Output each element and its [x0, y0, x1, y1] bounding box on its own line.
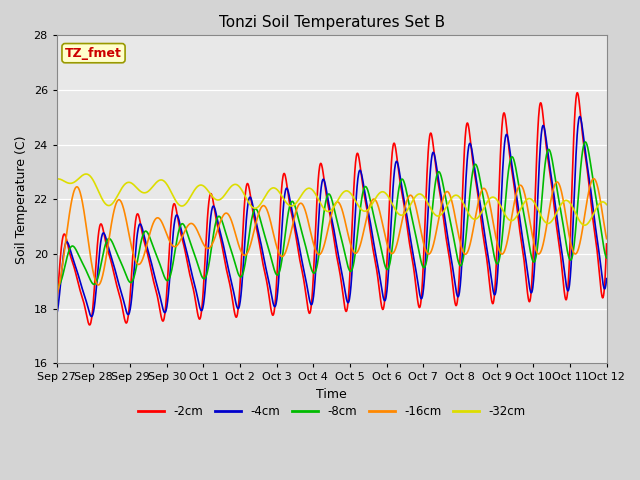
- -8cm: [489, 248, 497, 253]
- -8cm: [417, 259, 425, 265]
- -2cm: [86, 322, 93, 328]
- Text: TZ_fmet: TZ_fmet: [65, 47, 122, 60]
- -8cm: [163, 277, 170, 283]
- Line: -16cm: -16cm: [57, 179, 607, 295]
- -16cm: [417, 228, 425, 234]
- Line: -8cm: -8cm: [57, 142, 607, 286]
- -4cm: [175, 219, 183, 225]
- -4cm: [53, 312, 61, 317]
- -2cm: [573, 90, 581, 96]
- -8cm: [237, 274, 245, 280]
- -32cm: [175, 202, 183, 208]
- -8cm: [53, 283, 61, 289]
- -8cm: [175, 226, 183, 231]
- -2cm: [237, 265, 245, 271]
- -8cm: [581, 139, 589, 145]
- -4cm: [576, 114, 584, 120]
- -2cm: [53, 301, 61, 307]
- -2cm: [175, 225, 183, 230]
- Line: -4cm: -4cm: [57, 117, 607, 316]
- -32cm: [538, 214, 545, 220]
- -32cm: [237, 186, 245, 192]
- -4cm: [237, 292, 245, 298]
- -16cm: [237, 247, 244, 253]
- -2cm: [489, 300, 497, 306]
- -2cm: [163, 299, 170, 304]
- -16cm: [175, 240, 183, 246]
- -32cm: [53, 176, 61, 182]
- -32cm: [163, 180, 170, 186]
- -32cm: [489, 194, 497, 200]
- -4cm: [603, 276, 611, 281]
- -32cm: [603, 202, 611, 207]
- -2cm: [417, 295, 425, 301]
- Title: Tonzi Soil Temperatures Set B: Tonzi Soil Temperatures Set B: [219, 15, 445, 30]
- -32cm: [83, 171, 90, 177]
- -4cm: [163, 308, 170, 313]
- Line: -2cm: -2cm: [57, 93, 607, 325]
- -16cm: [538, 248, 545, 253]
- -32cm: [417, 192, 425, 197]
- -8cm: [538, 199, 545, 204]
- -16cm: [589, 176, 597, 181]
- X-axis label: Time: Time: [316, 388, 347, 401]
- -4cm: [489, 288, 497, 293]
- -2cm: [538, 102, 545, 108]
- -16cm: [489, 217, 497, 223]
- Y-axis label: Soil Temperature (C): Soil Temperature (C): [15, 135, 28, 264]
- -16cm: [603, 236, 611, 241]
- -8cm: [603, 255, 611, 261]
- Legend: -2cm, -4cm, -8cm, -16cm, -32cm: -2cm, -4cm, -8cm, -16cm, -32cm: [133, 401, 531, 423]
- -4cm: [417, 296, 425, 301]
- Line: -32cm: -32cm: [57, 174, 607, 225]
- -16cm: [53, 292, 61, 298]
- -32cm: [581, 222, 589, 228]
- -2cm: [603, 241, 611, 247]
- -4cm: [538, 128, 545, 134]
- -4cm: [88, 313, 95, 319]
- -8cm: [53, 283, 61, 289]
- -16cm: [162, 228, 170, 234]
